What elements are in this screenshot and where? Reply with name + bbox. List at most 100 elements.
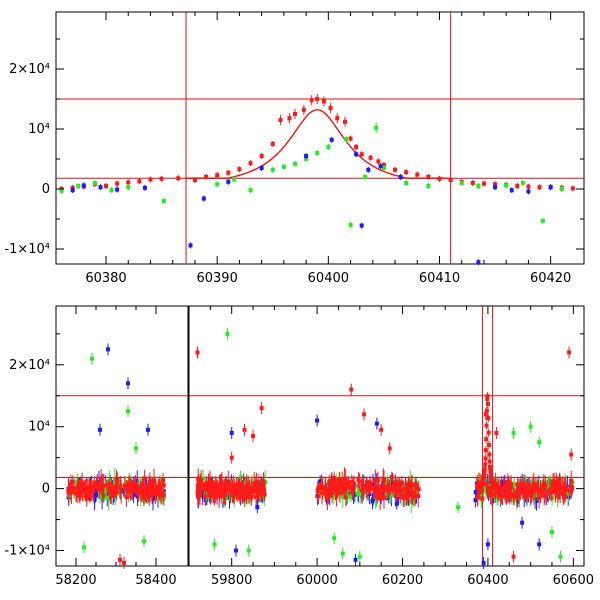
red-data-point: [509, 493, 514, 498]
red-data-point: [211, 489, 216, 494]
red-data-point: [215, 173, 220, 178]
green-data-point: [340, 494, 345, 499]
red-data-point: [87, 494, 92, 499]
red-data-point: [154, 488, 159, 493]
red-data-point: [551, 484, 556, 489]
red-data-point: [212, 491, 217, 496]
red-data-point: [508, 484, 513, 489]
green-data-point: [404, 181, 409, 185]
red-data-point: [501, 486, 506, 491]
red-data-point: [152, 478, 157, 483]
red-data-point: [354, 145, 359, 149]
red-data-point: [325, 496, 330, 501]
red-data-point: [484, 408, 489, 413]
red-data-point: [252, 481, 257, 486]
red-data-point: [390, 486, 395, 491]
red-data-point: [359, 488, 364, 493]
green-data-point: [332, 491, 337, 496]
green-outlier-point: [225, 331, 230, 336]
green-outlier-point: [246, 548, 251, 553]
red-data-point: [316, 488, 321, 493]
red-data-point: [538, 489, 543, 494]
red-data-point: [323, 485, 328, 490]
red-data-point: [389, 475, 394, 480]
blue-data-point: [371, 497, 376, 502]
red-data-point: [416, 493, 421, 498]
red-data-point: [475, 495, 480, 500]
red-data-point: [153, 490, 158, 495]
red-data-point: [526, 184, 531, 189]
red-data-point: [561, 493, 566, 498]
x-tick-label: 58200: [55, 573, 96, 588]
red-data-point: [256, 482, 261, 487]
green-outlier-point: [142, 539, 146, 544]
red-outlier-point: [118, 557, 122, 562]
green-outlier-point: [456, 505, 461, 510]
blue-outlier-point: [233, 548, 238, 553]
bottom-segment-border: [55, 305, 189, 567]
red-data-point: [82, 486, 87, 491]
blue-data-point: [70, 188, 75, 193]
red-data-point: [385, 485, 390, 490]
red-data-point: [100, 487, 105, 492]
red-data-point: [206, 482, 211, 487]
red-data-point: [217, 483, 222, 488]
red-data-point: [395, 481, 400, 486]
red-data-point: [337, 491, 342, 496]
red-data-point: [204, 175, 209, 179]
green-data-point: [426, 184, 431, 188]
red-data-point: [343, 482, 348, 487]
red-data-point: [499, 488, 504, 493]
red-data-point: [470, 181, 475, 185]
red-data-point: [376, 159, 381, 164]
red-data-point: [316, 485, 321, 490]
red-data-point: [244, 486, 249, 491]
green-data-point: [510, 497, 515, 502]
bottom-panel: 58200 58400 59800 60000 60200 60400 60600 -1×10…: [4, 305, 594, 588]
red-data-point: [543, 483, 548, 488]
red-data-point: [413, 482, 418, 487]
green-data-point: [363, 175, 368, 179]
green-data-point: [537, 482, 542, 487]
red-data-point: [343, 119, 348, 124]
red-data-point: [118, 485, 123, 490]
green-data-point: [161, 199, 166, 203]
red-data-point: [485, 402, 490, 407]
green-data-point: [76, 184, 81, 188]
red-data-point: [256, 491, 261, 496]
green-outlier-point: [212, 542, 217, 547]
red-outlier-point: [122, 560, 126, 565]
x-tick-label: 60600: [553, 573, 594, 588]
red-data-point: [337, 483, 342, 488]
green-outlier-point: [90, 356, 94, 361]
red-data-point: [393, 493, 398, 498]
red-data-point: [570, 485, 575, 490]
red-data-point: [496, 493, 501, 498]
red-data-point: [247, 489, 252, 494]
green-data-point: [326, 145, 331, 149]
red-data-point: [367, 484, 372, 489]
red-data-point: [516, 491, 521, 496]
red-data-point: [484, 482, 489, 487]
red-data-point: [561, 488, 566, 493]
red-data-point: [292, 112, 297, 116]
red-outlier-point: [251, 434, 256, 438]
green-outlier-point: [537, 440, 542, 445]
red-data-point: [477, 490, 482, 495]
green-data-point: [59, 188, 64, 193]
red-data-point: [560, 486, 565, 491]
red-data-point: [250, 489, 255, 494]
red-data-point: [241, 485, 246, 490]
green-data-point: [520, 181, 525, 185]
red-data-point: [92, 482, 97, 487]
green-data-point: [389, 493, 394, 498]
green-data-point: [459, 181, 464, 185]
red-data-point: [448, 178, 453, 182]
green-data-point: [103, 486, 108, 491]
red-data-point: [494, 484, 499, 489]
red-data-point: [208, 477, 213, 482]
red-data-point: [375, 487, 380, 492]
green-data-point: [109, 188, 114, 193]
red-data-point: [484, 423, 489, 428]
